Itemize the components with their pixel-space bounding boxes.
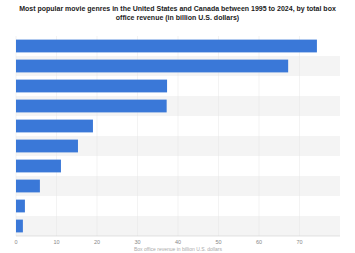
tick-label: 60 xyxy=(256,239,262,245)
chart: Most popular movie genres in the United … xyxy=(0,0,355,253)
bar xyxy=(16,220,23,233)
bar xyxy=(16,140,78,153)
tick-label: 0 xyxy=(14,239,17,245)
tick-label: 70 xyxy=(296,239,302,245)
bar xyxy=(16,40,317,53)
bar xyxy=(16,60,288,73)
bar xyxy=(16,180,40,193)
bar xyxy=(16,120,93,133)
bar xyxy=(16,160,61,173)
x-axis xyxy=(16,236,340,237)
bar xyxy=(16,80,167,93)
tick-label: 10 xyxy=(53,239,59,245)
tick-label: 40 xyxy=(175,239,181,245)
bar xyxy=(16,100,167,113)
grid-line xyxy=(299,36,300,236)
bars xyxy=(16,40,317,233)
title: Most popular movie genres in the United … xyxy=(19,5,336,22)
tick-label: 30 xyxy=(134,239,140,245)
tick-label: 20 xyxy=(94,239,100,245)
x-axis-label: Box office revenue in billion U.S. dolla… xyxy=(134,246,223,252)
bar xyxy=(16,200,25,213)
tick-label: 50 xyxy=(215,239,221,245)
